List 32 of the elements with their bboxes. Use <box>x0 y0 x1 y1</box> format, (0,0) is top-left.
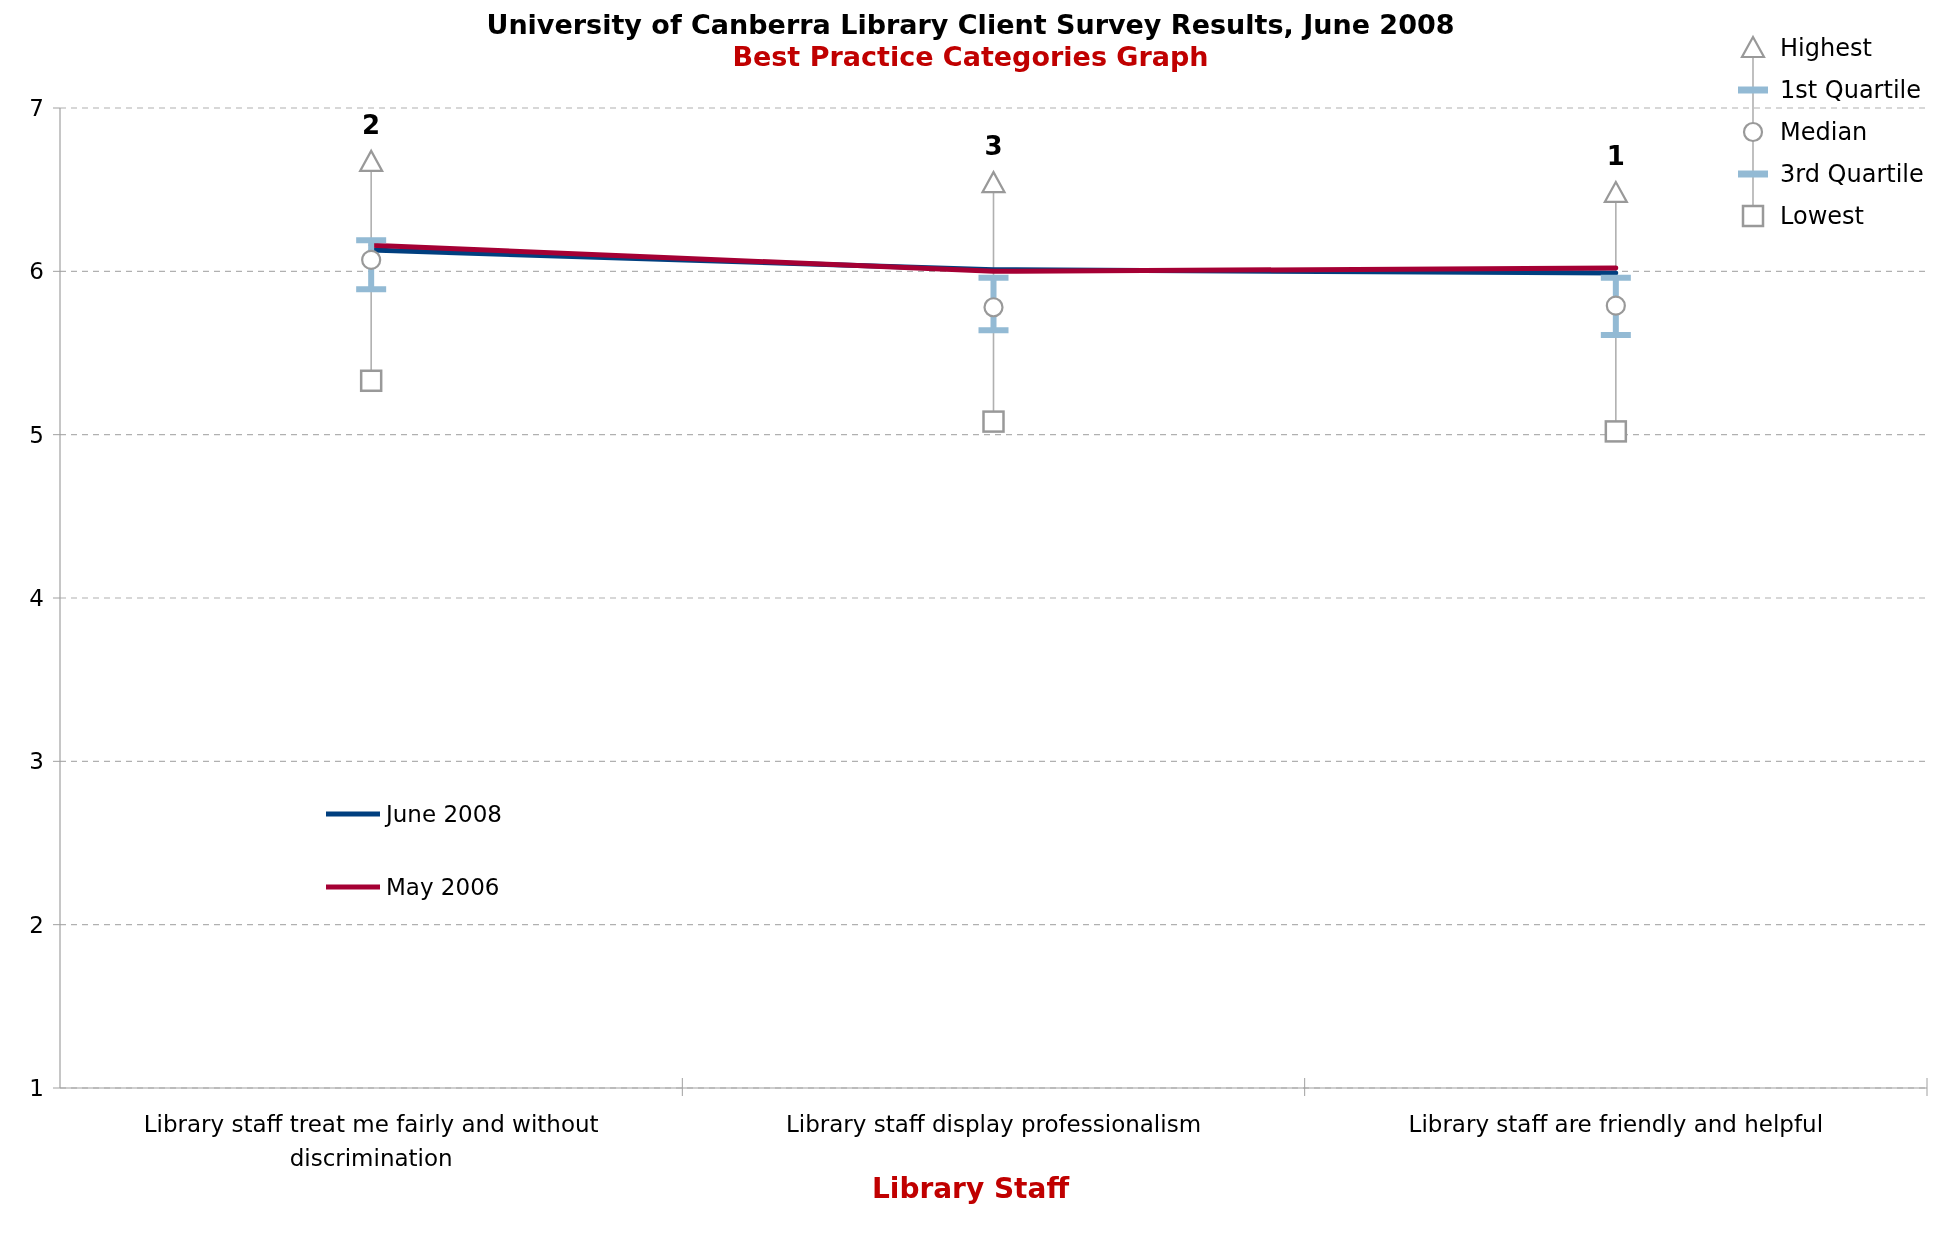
point <box>1604 420 1628 443</box>
legend-label: Median <box>1780 118 1868 147</box>
legend-label: Lowest <box>1780 202 1864 231</box>
point <box>982 410 1005 433</box>
x-tick-label: Library staff display professionalism <box>785 1111 1202 1137</box>
legend-label: May 2006 <box>386 874 500 901</box>
text: 1st Quartile <box>1780 76 1921 105</box>
point <box>359 369 383 393</box>
point <box>981 171 1006 194</box>
chart-subtitle: Best Practice Categories Graph <box>732 41 1209 72</box>
annotation: 1 <box>1606 140 1625 171</box>
annotation: 2 <box>362 109 381 140</box>
y-tick-label: 3 <box>29 748 44 775</box>
y-tick-label: 4 <box>29 585 44 612</box>
point <box>1605 295 1626 316</box>
point <box>983 297 1004 318</box>
point <box>359 149 384 172</box>
legend-label: Highest <box>1780 34 1872 63</box>
annotation: 3 <box>984 131 1003 162</box>
x-axis-title: Library Staff <box>871 1172 1070 1205</box>
y-tick-label: 5 <box>29 421 44 448</box>
annotation: 3rd Quartile <box>1780 160 1924 189</box>
y-tick-label: 6 <box>29 258 44 285</box>
y-tick-label: 2 <box>29 911 44 938</box>
x-tick-label: Library staff are friendly and helpful <box>1408 1111 1824 1137</box>
chart-title: University of Canberra Library Client Survey Results, June 2008 <box>486 9 1455 40</box>
point <box>361 249 382 270</box>
y-tick-label: 7 <box>29 95 44 122</box>
legend-label: June 2008 <box>384 801 502 828</box>
x-tick-label: Library staff treat me fairly and without discrimination <box>143 1111 599 1171</box>
y-tick-label: 1 <box>29 1075 44 1102</box>
point <box>1603 180 1628 204</box>
